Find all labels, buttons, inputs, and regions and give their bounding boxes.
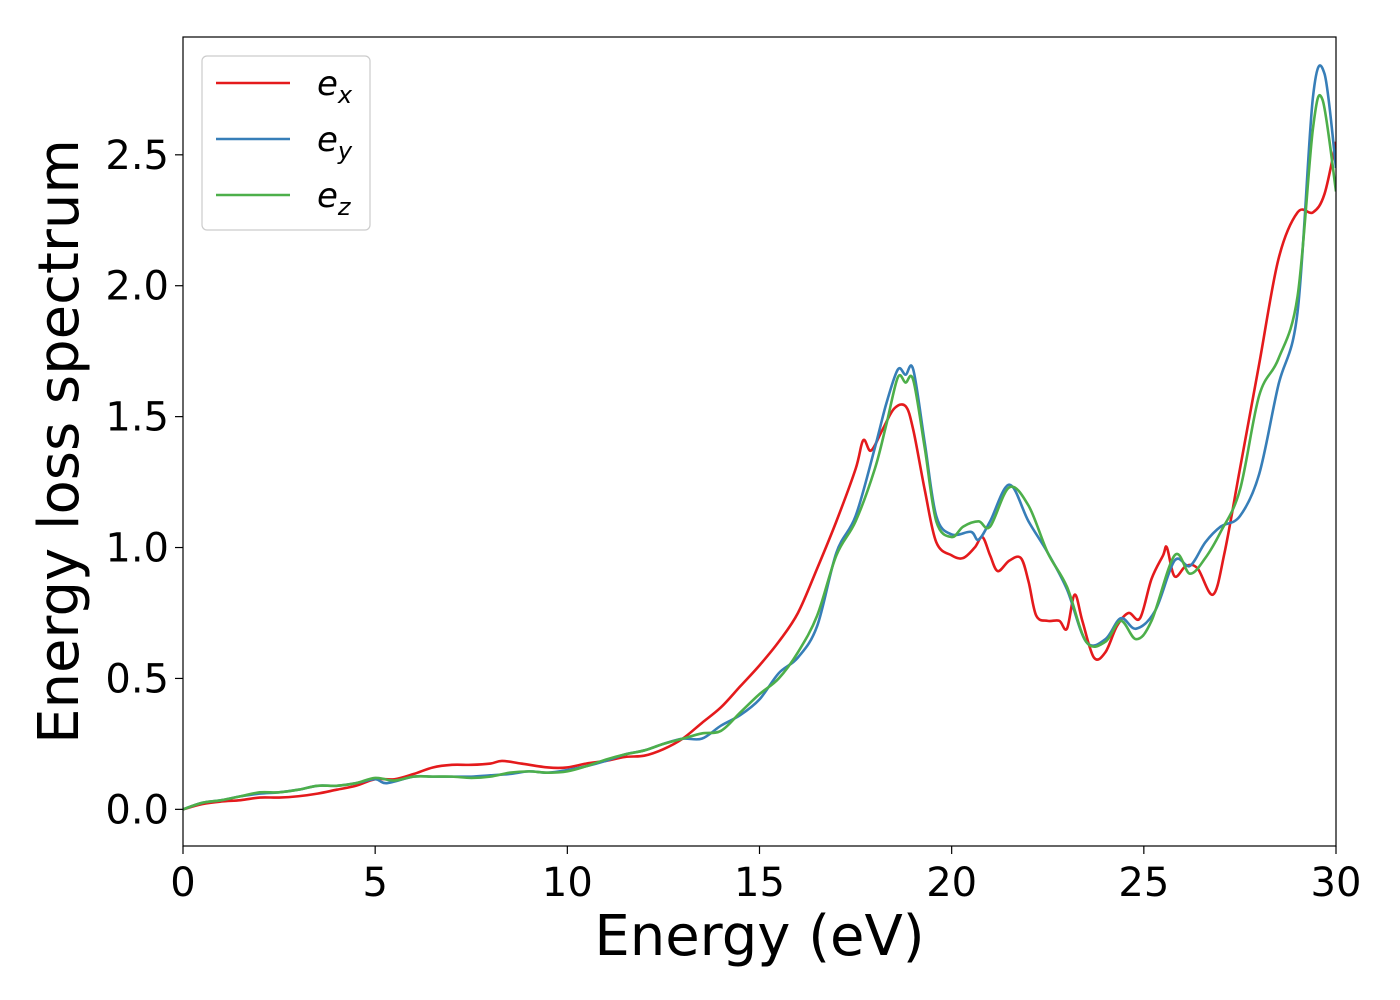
legend: ex ey ez [201,55,371,231]
x-tick-label: 30 [1311,860,1362,906]
series-layer [183,64,1336,811]
legend-label-x: ex [317,64,353,109]
y-axis-label: Energy loss spectrum [27,139,92,744]
y-tick-label: 2.0 [105,264,169,310]
y-tick-label: 0.0 [105,787,169,833]
y-tick-label: 1.0 [105,526,169,572]
series-line-x [183,141,1336,811]
y-axis-ticks: 0.0 0.5 1.0 1.5 2.0 2.5 [105,133,183,833]
x-tick-label: 20 [926,860,977,906]
x-tick-label: 15 [734,860,785,906]
x-tick-label: 10 [542,860,593,906]
x-axis-ticks: 0 5 10 15 20 25 30 [170,846,1361,906]
x-tick-label: 5 [362,860,387,906]
x-tick-label: 0 [170,860,195,906]
y-tick-label: 1.5 [105,395,169,441]
x-tick-label: 25 [1118,860,1169,906]
series-line-z [183,94,1336,811]
y-tick-label: 0.5 [105,656,169,702]
legend-label-z: ez [317,176,352,221]
legend-box [201,55,371,231]
y-tick-label: 2.5 [105,133,169,179]
legend-label-y: ey [317,120,353,165]
x-axis-label: Energy (eV) [594,904,924,969]
